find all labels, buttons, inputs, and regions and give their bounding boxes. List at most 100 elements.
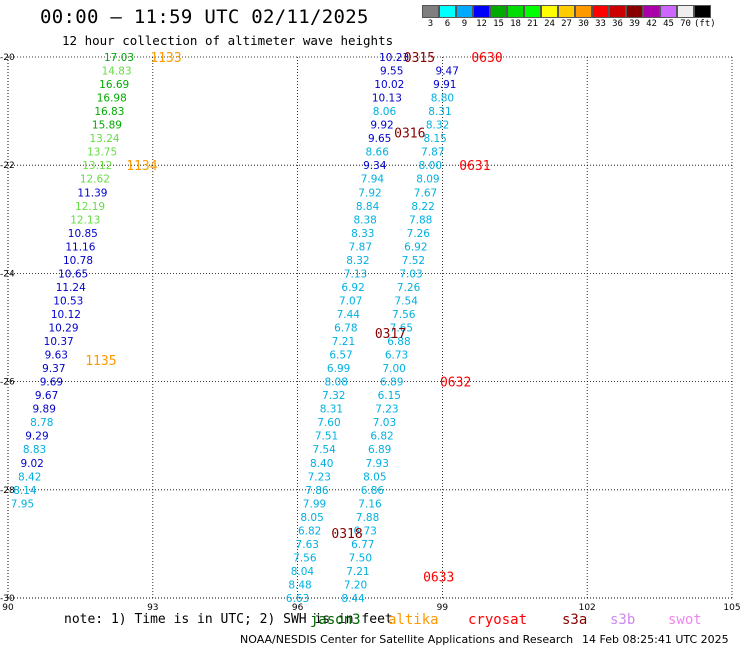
colorbar-swatch — [422, 5, 439, 18]
wave-height-value: 6.78 — [334, 323, 357, 335]
pass-label: 0318 — [331, 527, 362, 542]
y-tick-label: -26 — [0, 378, 15, 388]
colorbar-label: 42 — [646, 19, 657, 29]
colorbar-label: 12 — [476, 19, 487, 29]
wave-height-value: 10.65 — [58, 268, 88, 280]
wave-height-value: 7.21 — [332, 336, 355, 348]
colorbar-swatch — [456, 5, 473, 18]
wave-height-value: 7.26 — [397, 282, 421, 294]
wave-height-value: 7.23 — [308, 471, 331, 483]
colorbar-label: 36 — [612, 19, 623, 29]
wave-height-value: 9.02 — [20, 458, 43, 470]
wave-height-value: 8.32 — [426, 120, 449, 132]
footer-organization: NOAA/NESDIS Center for Satellite Applica… — [240, 633, 574, 646]
y-tick-label: -22 — [0, 161, 15, 171]
wave-height-value: 9.29 — [25, 431, 48, 443]
colorbar-label: 30 — [578, 19, 589, 29]
wave-height-value: 8.48 — [288, 579, 311, 591]
wave-height-value: 8.33 — [351, 228, 374, 240]
wave-height-value: 10.12 — [51, 309, 81, 321]
wave-height-value: 6.63 — [286, 593, 309, 605]
wave-height-value: 9.47 — [436, 66, 459, 78]
pass-label: 0316 — [394, 127, 425, 142]
colorbar-label: 27 — [561, 19, 572, 29]
wave-height-value: 8.40 — [310, 458, 333, 470]
wave-height-value: 8.14 — [13, 485, 37, 497]
wave-height-value: 9.55 — [380, 66, 403, 78]
wave-height-value: 6.88 — [387, 336, 410, 348]
wave-height-value: 15.89 — [92, 120, 122, 132]
wave-height-value: 8.66 — [366, 147, 390, 159]
colorbar-unit: (ft) — [694, 19, 716, 29]
x-tick-label: 99 — [437, 603, 449, 613]
wave-height-value: 7.52 — [402, 255, 425, 267]
wave-height-value: 7.51 — [315, 431, 338, 443]
wave-height-value: 10.13 — [372, 93, 402, 105]
wave-height-value: 9.34 — [363, 160, 387, 172]
legend-altika: altika — [388, 612, 439, 628]
wave-height-value: 7.13 — [344, 268, 367, 280]
pass-label: 0315 — [404, 51, 435, 66]
wave-height-value: 11.24 — [56, 282, 86, 294]
wave-height-value: 9.63 — [45, 350, 68, 362]
page-subtitle: 12 hour collection of altimeter wave hei… — [62, 33, 394, 48]
wave-height-value: 6.82 — [370, 431, 393, 443]
wave-height-value: 8.80 — [431, 93, 454, 105]
wave-height-value: 7.03 — [399, 268, 422, 280]
wave-height-value: 7.60 — [317, 417, 340, 429]
colorbar-legend: 3 6 9 12 15 18 21 24 27 30 33 36 39 42 45 70 (ft) — [422, 5, 716, 29]
grid-lines — [7, 56, 733, 599]
wave-height-value: 7.44 — [337, 309, 361, 321]
wave-height-value: 7.88 — [409, 214, 432, 226]
wave-height-value: 7.63 — [296, 539, 319, 551]
plot-frame — [7, 57, 732, 599]
wave-height-value: 7.92 — [358, 187, 381, 199]
wave-height-value: 9.67 — [35, 390, 58, 402]
wave-height-value: 6.82 — [298, 525, 321, 537]
wave-height-value: 8.15 — [423, 133, 446, 145]
colorbar-swatch — [592, 5, 609, 18]
page-title: 00:00 — 11:59 UTC 02/11/2025 — [40, 6, 369, 28]
colorbar-label: 33 — [595, 19, 606, 29]
colorbar-label: 6 — [444, 19, 451, 29]
x-tick-label: 102 — [579, 603, 596, 613]
wave-height-value: 7.32 — [322, 390, 345, 402]
legend-s3b: s3b — [610, 612, 636, 628]
pass-label: 0630 — [471, 51, 502, 66]
colorbar-label: 24 — [544, 19, 555, 29]
wave-height-value: 7.86 — [305, 485, 329, 497]
wave-height-value: 13.75 — [87, 147, 117, 159]
wave-height-value: 8.32 — [346, 255, 369, 267]
wave-height-value: 7.07 — [339, 295, 362, 307]
wave-height-value: 16.83 — [94, 106, 124, 118]
colorbar-swatch — [660, 5, 677, 18]
note-text: note: 1) Time is in UTC; 2) SWH is in fe… — [64, 612, 393, 627]
axis-ticks: 90 93 96 99 102 105 -20 -22 -24 -26 -28 -30 — [0, 53, 740, 613]
colorbar-swatch — [524, 5, 541, 18]
wave-height-value: 12.62 — [80, 174, 110, 186]
wave-height-value: 8.06 — [373, 106, 397, 118]
y-tick-label: -30 — [0, 594, 15, 604]
wave-height-value: 8.38 — [353, 214, 376, 226]
wave-height-value: 8.05 — [363, 471, 386, 483]
wave-height-value: 7.87 — [349, 241, 372, 253]
wave-height-value: 8.09 — [416, 174, 439, 186]
colorbar-label: 21 — [527, 19, 538, 29]
wave-height-value: 7.54 — [312, 444, 336, 456]
wave-height-value: 8.04 — [291, 566, 315, 578]
wave-height-value: 8.00 — [419, 160, 442, 172]
wave-height-value: 11.16 — [65, 241, 95, 253]
wave-height-value: 6.73 — [353, 525, 376, 537]
wave-height-value: 8.84 — [356, 201, 380, 213]
wave-height-value: 8.22 — [411, 201, 434, 213]
colorbar-label: 3 — [427, 19, 434, 29]
wave-height-value: 10.29 — [48, 323, 78, 335]
wave-height-value: 10.02 — [374, 79, 404, 91]
y-tick-label: -24 — [0, 269, 15, 279]
colorbar-label: 45 — [663, 19, 674, 29]
wave-height-value: 8.78 — [30, 417, 53, 429]
wave-height-value: 7.26 — [407, 228, 431, 240]
wave-height-value: 10.78 — [63, 255, 93, 267]
footer-timestamp: 14 Feb 08:25:41 UTC 2025 — [582, 633, 729, 646]
